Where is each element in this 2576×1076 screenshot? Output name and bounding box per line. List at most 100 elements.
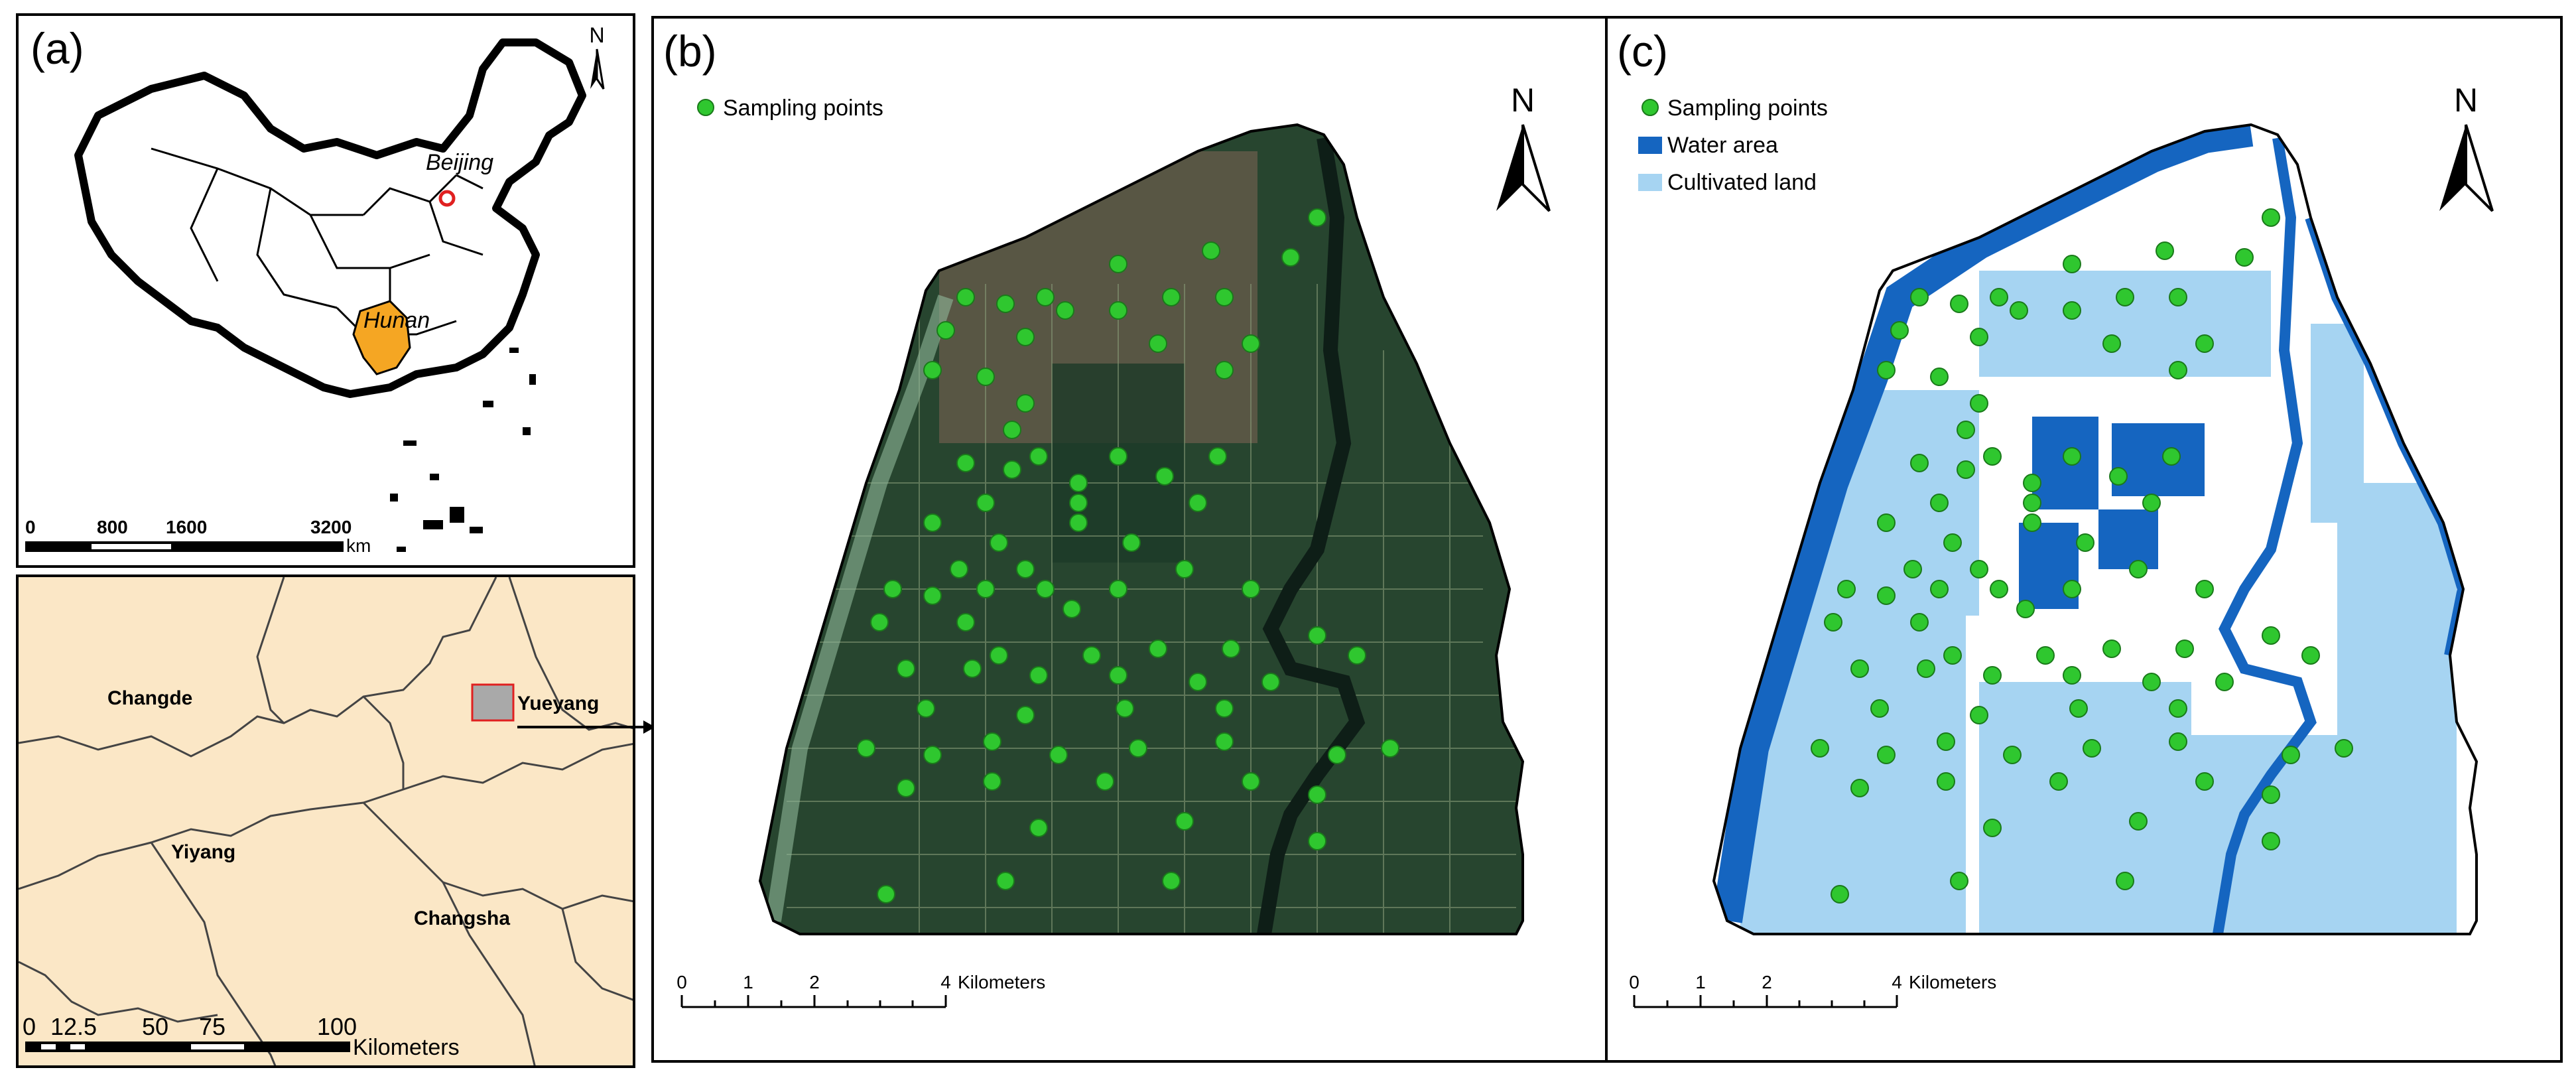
sampling-point [2083,739,2101,758]
sampling-point [1096,772,1114,791]
sampling-point [1109,255,1127,273]
sampling-point [1155,467,1174,486]
hunan-label: Hunan [363,308,430,333]
sampling-points-b [857,208,1399,904]
sampling-point [936,321,955,340]
sampling-point [2195,580,2214,598]
legend-c-sampling: Sampling points [1667,96,1828,121]
sampling-point [2129,812,2148,831]
sampling-point [996,872,1015,890]
sampling-point [1850,659,1869,678]
sampling-point [2102,334,2121,353]
sampling-point [1990,580,2008,598]
legend-c-cultivated: Cultivated land [1667,170,1817,195]
sampling-point [1950,872,1968,890]
panel-a-china: Beijing Hunan N 0 800 1600 3200 km (a) [16,13,635,568]
sampling-point [2282,746,2300,764]
panel-a-label: (a) [31,24,84,73]
sampling-point [1308,832,1326,850]
sampling-point [2262,832,2280,850]
sampling-point [1831,885,1849,904]
sampling-point [996,295,1015,313]
sampling-point [1116,699,1134,718]
sampling-point [897,659,915,678]
sampling-point [1970,328,1988,346]
legend-b-sampling: Sampling points [723,96,883,121]
sampling-point [2235,248,2254,267]
sampling-point [1824,613,1842,632]
sampling-point [2129,560,2148,578]
sampling-point [2169,732,2187,751]
sampling-point [1003,460,1021,479]
sampling-point [2116,288,2134,306]
sampling-point [2063,580,2081,598]
sampling-point [1910,288,1929,306]
sampling-point [1943,533,1962,552]
sampling-point [1242,580,1260,598]
panel-c-label: (c) [1617,27,1668,76]
sampling-point [1029,447,1048,466]
sampling-point [1930,368,1949,386]
sampling-point [1242,772,1260,791]
sampling-point [976,580,995,598]
sampling-point [2010,301,2028,320]
panel-a-hunan: Changde Yueyang Yiyang Changsha 0 12.5 5… [16,574,635,1068]
svg-text:Kilometers: Kilometers [958,972,1045,992]
svg-text:0: 0 [23,1013,36,1040]
sampling-point [1930,580,1949,598]
sampling-point [1837,580,1856,598]
scale-bar-c: 0 1 2 4 Kilometers [1629,972,1996,1008]
sampling-point [956,288,975,306]
sampling-point [2262,785,2280,804]
sampling-point [1877,746,1896,764]
sampling-point [963,659,982,678]
sampling-point [1990,288,2008,306]
sampling-point [2301,646,2320,665]
changsha-label: Changsha [414,908,510,929]
svg-text:4: 4 [940,972,951,992]
sampling-point [950,560,968,578]
sampling-point [2063,447,2081,466]
svg-text:4: 4 [1892,972,1902,992]
sampling-point [1215,288,1234,306]
china-outline [74,38,586,398]
sampling-point [1016,328,1035,346]
sampling-point [2169,288,2187,306]
yiyang-label: Yiyang [171,841,235,863]
sampling-point [1983,447,2002,466]
svg-text:75: 75 [199,1013,225,1040]
sampling-point [1082,646,1101,665]
sampling-point [923,513,942,532]
sampling-point [2023,474,2041,492]
svg-text:1: 1 [1695,972,1706,992]
svg-text:800: 800 [97,517,128,537]
sampling-point [870,613,889,632]
svg-text:0: 0 [1629,972,1640,992]
sampling-point [2063,255,2081,273]
sampling-point [1983,666,2002,685]
sampling-point [1957,460,1975,479]
sampling-point [2023,513,2041,532]
sampling-point [1149,639,1167,658]
sampling-point [1149,334,1167,353]
sampling-point [1109,301,1127,320]
land-use-map: Sampling points Water area Cultivated la… [1629,82,2494,1008]
sampling-point [2335,739,2353,758]
sampling-point [1029,666,1048,685]
hunan-scale-bar: 0 12.5 50 75 100 Kilometers [23,1013,460,1060]
sampling-point [1281,248,1300,267]
svg-text:2: 2 [1762,972,1772,992]
sampling-point [1215,732,1234,751]
sampling-point [990,533,1008,552]
sampling-point [2156,241,2174,260]
sampling-point [2023,494,2041,512]
svg-text:2: 2 [809,972,820,992]
sampling-point [1016,560,1035,578]
sampling-point [2262,208,2280,227]
sampling-point [1162,288,1181,306]
sampling-point [1036,580,1055,598]
sampling-point [1069,513,1088,532]
sampling-point [1870,699,1889,718]
china-scale-bar: 0 800 1600 3200 km [25,517,371,556]
sampling-point [877,885,895,904]
